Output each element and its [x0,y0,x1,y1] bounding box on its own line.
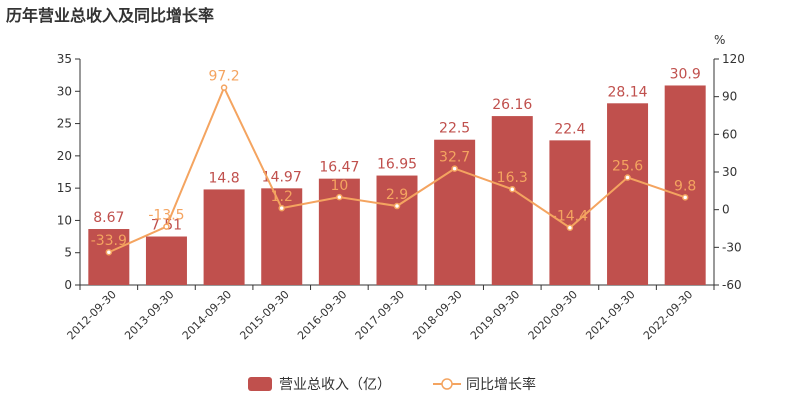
y-right-tick-label: 60 [722,127,737,141]
y-left-tick-label: 20 [57,149,72,163]
line-value-label: 1.2 [271,189,293,205]
bar-value-label: 16.47 [319,160,359,176]
y-left-tick-label: 5 [64,246,72,260]
line-value-label: 10 [330,178,348,194]
x-tick-label: 2013-09-30 [122,288,176,342]
y-right-tick-label: 90 [722,90,737,104]
bar [203,189,245,285]
bar-value-label: 30.9 [670,66,701,82]
legend-bar-swatch [248,377,272,391]
line-value-label: -13.5 [148,208,184,224]
y-left-tick-label: 15 [57,181,72,195]
bar-value-label: 14.8 [209,170,240,186]
legend[interactable]: 营业总收入（亿） 同比增长率 [248,376,536,393]
line-point [451,165,458,172]
bar-value-label: 22.4 [554,121,585,137]
bar-value-label: 26.16 [492,97,532,113]
bar-labels: 8.677.5114.814.9716.4716.9522.526.1622.4… [93,66,701,233]
y-left-tick-label: 10 [57,213,72,227]
bar-value-label: 14.97 [262,169,302,185]
y-left-tick-label: 35 [57,52,72,66]
x-tick-label: 2016-09-30 [295,288,349,342]
line-value-label: -14.4 [552,209,588,225]
chart-title: 历年营业总收入及同比增长率 [6,6,214,25]
bar [491,116,533,285]
bar [261,188,303,285]
y-right-tick-label: 30 [722,165,737,179]
bar [664,85,706,285]
x-tick-label: 2022-09-30 [641,288,695,342]
y-left-tick-label: 0 [64,278,72,292]
line-value-label: -33.9 [91,233,127,249]
bar-value-label: 28.14 [607,84,647,100]
bar [376,175,418,285]
x-tick-label: 2012-09-30 [65,288,119,342]
line-value-label: 32.7 [439,150,470,166]
line-value-label: 25.6 [612,159,643,175]
line-value-label: 16.3 [497,170,528,186]
y2-unit-label: % [714,33,725,47]
bar-value-label: 16.95 [377,157,417,173]
x-tick-label: 2015-09-30 [237,288,291,342]
line-value-label: 97.2 [209,69,240,85]
line-point [278,204,285,212]
bar [88,229,130,285]
legend-line-label: 同比增长率 [466,376,536,393]
y-left-tick-label: 30 [57,84,72,98]
line-point [509,185,516,193]
line-value-label: 9.8 [674,178,696,194]
line-point [566,224,574,231]
x-tick-label: 2018-09-30 [410,288,464,342]
bar-value-label: 22.5 [439,121,470,137]
legend-bar-label: 营业总收入（亿） [279,377,391,393]
y-left-tick-label: 25 [57,117,72,131]
line-series [105,84,689,256]
line-point [624,174,631,181]
y-right-tick-label: -30 [722,240,742,254]
x-tick-label: 2017-09-30 [353,288,407,342]
bar-value-label: 8.67 [93,210,124,226]
legend-line-marker [441,378,453,390]
x-tick-label: 2014-09-30 [180,288,234,342]
x-tick-label: 2020-09-30 [526,288,580,342]
y-right-tick-label: -60 [722,278,742,292]
bar [607,103,649,286]
bar [549,140,591,285]
line-point [336,193,343,201]
line-value-label: 2.9 [386,187,408,203]
bar [434,139,476,285]
line-point [220,84,228,91]
y-right-tick-label: 120 [722,52,745,66]
x-tick-label: 2019-09-30 [468,288,522,342]
line-point [681,194,689,201]
line-point [163,223,170,230]
bar-series [88,85,706,286]
line-labels: -33.9 -13.5 97.2 1.2 10 2.9 32.7 16.3 -14.4 25.6 9… [91,69,697,250]
line-point [393,202,401,210]
bar [145,236,187,285]
line-point [105,248,113,256]
x-tick-label: 2021-09-30 [583,288,637,342]
y-right-tick-label: 0 [722,203,730,217]
